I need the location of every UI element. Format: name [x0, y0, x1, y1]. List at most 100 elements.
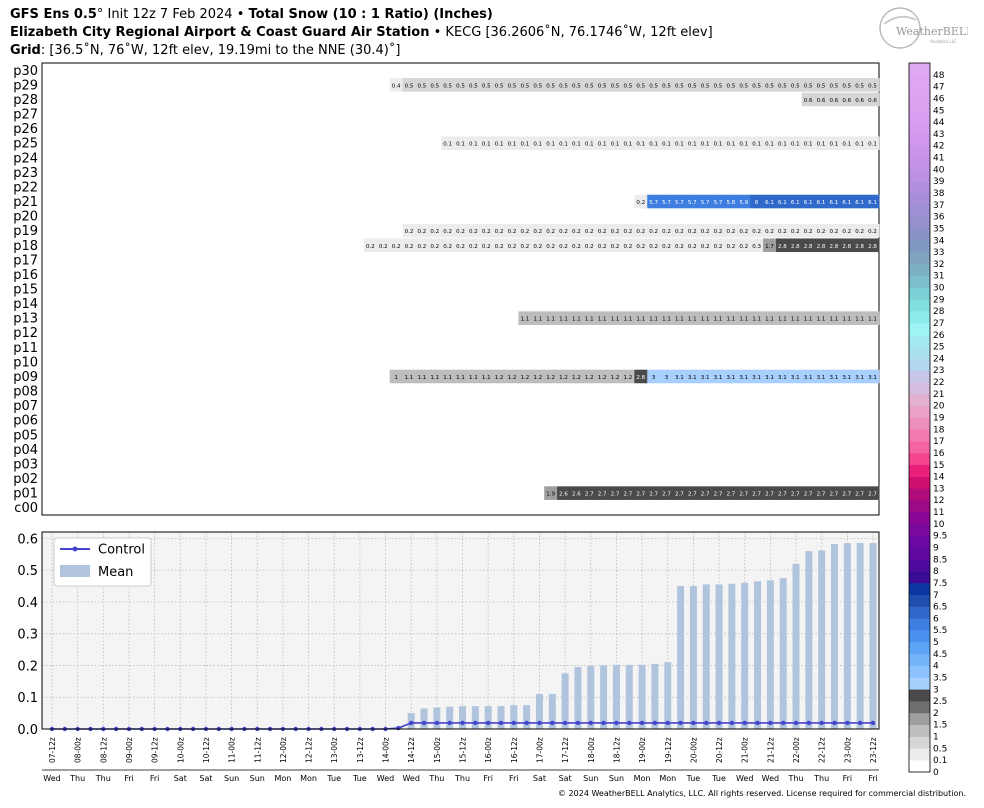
heatmap-cell: [595, 311, 609, 325]
cell-value: 1.2: [624, 375, 633, 381]
x-tick-label: 23-00z: [843, 737, 852, 763]
heatmap-cell: [724, 223, 738, 238]
mean-bar: [548, 694, 556, 729]
colorbar-swatch: [909, 535, 930, 548]
cell-value: 0.2: [855, 229, 864, 235]
colorbar-swatch: [909, 204, 930, 217]
heatmap-cell: [763, 238, 777, 253]
member-label: p18: [13, 239, 38, 254]
member-label: p13: [13, 312, 38, 327]
control-point: [742, 720, 747, 726]
heatmap-cell: [634, 78, 648, 92]
cell-value: 3.1: [817, 375, 826, 381]
member-label: p29: [13, 78, 38, 93]
mean-bar: [433, 707, 441, 729]
cell-value: 1.2: [611, 375, 620, 381]
colorbar-label: 23: [933, 366, 944, 376]
heatmap-cell: [685, 78, 700, 92]
heatmap-cell: [402, 223, 416, 238]
heatmap-cell: [750, 238, 764, 253]
colorbar-swatch: [909, 299, 930, 312]
heatmap-cell: [466, 223, 481, 238]
cell-value: 5.7: [662, 200, 671, 206]
cell-value: 2.7: [624, 492, 633, 498]
cell-value: 0.3: [752, 244, 761, 250]
cell-value: 1.1: [817, 317, 826, 323]
heatmap-cell: [492, 223, 506, 238]
snow-colorbar: 0 0.1 0.51 1.5 2 2.5 3 3.54 4.5 5 5.5 66.5 7 7.5 8 8.5 9…: [908, 62, 947, 778]
copyright-text: © 2024 WeatherBELL Analytics, LLC. All r…: [558, 789, 966, 798]
cell-value: 0.1: [675, 142, 684, 148]
heatmap-cell: [531, 78, 545, 92]
heatmap-cell: [737, 369, 751, 384]
heatmap-cell: [505, 136, 519, 150]
colorbar-swatch: [909, 216, 930, 229]
heatmap-cell: [621, 238, 635, 253]
heatmap-cell: [647, 369, 661, 384]
cell-value: 0.2: [765, 229, 774, 235]
cell-value: 3.1: [778, 375, 787, 381]
cell-value: 1.1: [559, 317, 568, 323]
cell-value: 3.1: [804, 375, 813, 381]
control-point: [460, 720, 465, 726]
day-label: Sat: [533, 774, 546, 783]
heatmap-cell: [788, 194, 803, 209]
colorbar-swatch: [909, 169, 930, 182]
heatmap-cell: [582, 486, 597, 500]
heatmap-cell: [827, 194, 841, 209]
cell-value: 0.1: [495, 142, 504, 148]
heatmap-cell: [544, 78, 558, 92]
heatmap-cell: [634, 223, 648, 238]
cell-value: 0.2: [443, 244, 452, 250]
heatmap-cell: [750, 223, 764, 238]
colorbar-swatch: [909, 689, 930, 702]
heatmap-cell: [724, 486, 738, 500]
heatmap-cell: [441, 238, 455, 253]
colorbar-swatch: [909, 228, 930, 241]
heatmap-cell: [724, 238, 738, 253]
colorbar-swatch: [909, 701, 930, 714]
heatmap-cell: [711, 78, 725, 92]
heatmap-cell: [672, 369, 687, 384]
heatmap-cell: [827, 223, 841, 238]
member-label: p14: [13, 297, 38, 312]
mean-bar: [638, 664, 646, 729]
cell-value: 2.7: [701, 492, 710, 498]
heatmap-cell: [840, 78, 854, 92]
heatmap-cell: [569, 238, 584, 253]
colorbar-swatch: [909, 630, 930, 643]
weatherbell-logo: WeatherBELL Analytics LLC: [879, 7, 968, 49]
cell-value: 6: [755, 200, 759, 206]
colorbar-label: 34: [933, 236, 945, 246]
heatmap-cell: [479, 238, 493, 253]
heatmap-cell: [582, 78, 597, 92]
cell-value: 0.2: [636, 229, 645, 235]
member-label: p07: [13, 399, 38, 414]
cell-value: 0.1: [559, 142, 568, 148]
heatmap-cell: [685, 194, 700, 209]
heatmap-cell: [866, 78, 880, 92]
cell-value: 0.1: [649, 142, 658, 148]
heatmap-cell: [788, 78, 803, 92]
x-tick-label: 18-00z: [587, 737, 596, 763]
y-tick-label: 0.5: [17, 564, 38, 579]
cell-value: 0.2: [533, 244, 542, 250]
mean-bar: [766, 580, 774, 729]
cell-value: 1.1: [688, 317, 697, 323]
cell-value: 3.1: [752, 375, 761, 381]
heatmap-cell: [853, 136, 867, 150]
heatmap-cell: [763, 194, 777, 209]
mean-bar: [818, 550, 826, 729]
cell-value: 1.2: [521, 375, 530, 381]
colorbar-swatch: [909, 405, 930, 418]
colorbar-label: 13: [933, 484, 944, 494]
heatmap-cell: [698, 136, 712, 150]
cell-value: 0.2: [392, 244, 401, 250]
cell-value: 0.2: [739, 244, 748, 250]
heatmap-cell: [634, 311, 648, 325]
colorbar-swatch: [909, 523, 930, 536]
colorbar-swatch: [909, 512, 930, 525]
heatmap-cell: [698, 238, 712, 253]
cell-value: 6.1: [868, 200, 877, 206]
plot-background: [42, 532, 879, 729]
